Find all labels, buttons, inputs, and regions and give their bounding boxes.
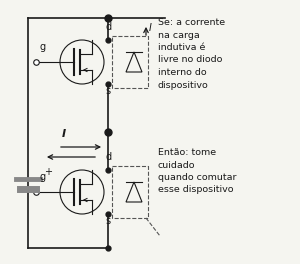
Text: d: d: [105, 152, 111, 162]
Text: I: I: [149, 23, 152, 33]
Text: I: I: [62, 129, 66, 139]
Bar: [112, 166, 148, 218]
Text: +: +: [44, 167, 52, 177]
Text: Então: tome
cuidado
quando comutar
esse dispositivo: Então: tome cuidado quando comutar esse …: [158, 148, 236, 195]
Text: s: s: [105, 216, 110, 226]
Text: g: g: [40, 172, 46, 182]
Bar: [112, 36, 148, 88]
Text: s: s: [105, 86, 110, 96]
Text: Se: a corrente
na carga
indutiva é
livre no diodo
interno do
dispositivo: Se: a corrente na carga indutiva é livre…: [158, 18, 225, 89]
Text: g: g: [40, 42, 46, 52]
Text: d: d: [105, 22, 111, 32]
